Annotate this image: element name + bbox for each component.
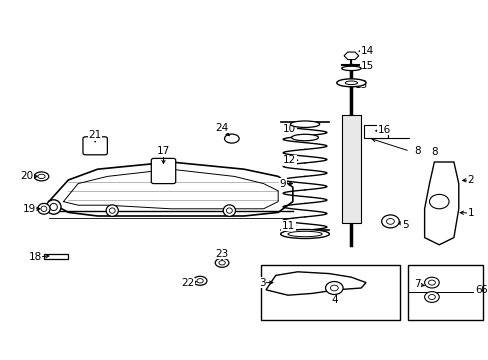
Ellipse shape [291, 134, 318, 141]
Text: 15: 15 [360, 60, 373, 71]
Bar [261, 265, 399, 320]
Circle shape [330, 285, 338, 291]
Ellipse shape [280, 230, 329, 239]
Text: 8: 8 [413, 146, 420, 156]
Text: 23: 23 [215, 249, 228, 259]
Ellipse shape [345, 81, 357, 85]
FancyBboxPatch shape [151, 158, 175, 184]
Ellipse shape [219, 261, 225, 265]
Text: 5: 5 [401, 220, 407, 230]
Circle shape [386, 219, 393, 224]
Ellipse shape [34, 172, 49, 181]
Polygon shape [344, 52, 358, 59]
Ellipse shape [38, 174, 45, 179]
Ellipse shape [223, 205, 235, 216]
Text: 4: 4 [330, 294, 337, 305]
Ellipse shape [106, 205, 118, 216]
Circle shape [424, 292, 438, 302]
Circle shape [381, 215, 398, 228]
Ellipse shape [226, 208, 232, 213]
Text: 2: 2 [467, 175, 473, 185]
Text: 9: 9 [279, 179, 286, 189]
Ellipse shape [341, 66, 361, 71]
Circle shape [325, 282, 343, 294]
Ellipse shape [290, 121, 319, 127]
Ellipse shape [336, 79, 366, 87]
Polygon shape [265, 272, 366, 295]
Bar [363, 125, 387, 138]
Bar [341, 115, 361, 223]
Ellipse shape [50, 203, 57, 211]
Text: 16: 16 [377, 125, 390, 135]
Text: 20: 20 [20, 171, 33, 181]
Text: 24: 24 [215, 123, 228, 133]
Text: 11: 11 [281, 221, 294, 231]
Ellipse shape [109, 208, 115, 213]
Ellipse shape [38, 203, 50, 214]
Text: 7: 7 [413, 279, 420, 289]
Text: 21: 21 [88, 130, 102, 140]
Circle shape [424, 277, 438, 288]
Ellipse shape [224, 134, 239, 143]
Ellipse shape [41, 206, 47, 212]
Ellipse shape [193, 276, 206, 285]
Text: 14: 14 [360, 46, 373, 56]
Text: 22: 22 [181, 278, 194, 288]
Polygon shape [424, 162, 458, 245]
Text: 8: 8 [430, 147, 437, 157]
Text: 13: 13 [354, 80, 367, 90]
Text: 18: 18 [28, 252, 41, 262]
Text: 12: 12 [283, 155, 296, 165]
Text: 19: 19 [22, 204, 36, 214]
Text: 1: 1 [467, 208, 473, 218]
Circle shape [427, 294, 434, 300]
Text: 3: 3 [259, 278, 265, 288]
Ellipse shape [46, 200, 61, 214]
Circle shape [428, 194, 448, 209]
Text: 17: 17 [157, 146, 170, 156]
Text: 6: 6 [474, 285, 481, 295]
Text: 6: 6 [480, 285, 487, 295]
Bar [407, 265, 482, 320]
FancyBboxPatch shape [83, 137, 107, 155]
Polygon shape [44, 254, 68, 259]
Ellipse shape [287, 231, 322, 237]
Ellipse shape [197, 279, 203, 283]
Text: 10: 10 [282, 124, 295, 134]
Ellipse shape [215, 258, 228, 267]
Ellipse shape [345, 54, 357, 58]
Circle shape [427, 280, 434, 285]
